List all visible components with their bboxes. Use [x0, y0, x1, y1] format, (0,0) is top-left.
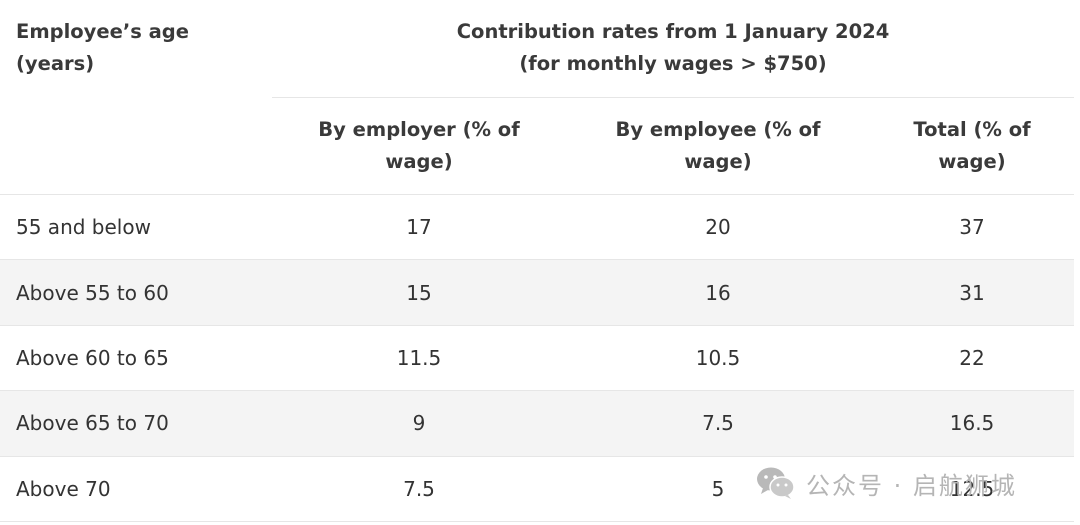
- watermark-text: 公众号 · 启航狮城: [806, 471, 1017, 500]
- header-by-employee-line1: By employee (% of: [615, 118, 821, 141]
- cell-total: 31: [959, 280, 985, 305]
- header-by-employee-line2: wage): [684, 150, 752, 173]
- cell-age: Above 65 to 70: [16, 411, 169, 436]
- table-body: 55 and below 17 20 37 Above 55 to 60 15 …: [0, 195, 1075, 522]
- cell-age: Above 60 to 65: [16, 345, 169, 370]
- header-total-line1: Total (% of: [913, 118, 1031, 141]
- cell-employer: 7.5: [403, 476, 435, 501]
- watermark: 公众号 · 启航狮城: [756, 463, 1017, 503]
- cell-employee: 16: [705, 280, 731, 305]
- cell-age: 55 and below: [16, 215, 151, 240]
- cell-age: Above 55 to 60: [16, 280, 169, 305]
- header-by-employer-line2: wage): [385, 150, 453, 173]
- header-age-unit: (years): [16, 52, 95, 75]
- header-contribution-rates: Contribution rates from 1 January 2024 (…: [272, 0, 1075, 98]
- table-header: Employee’s age (years) Contribution rate…: [0, 0, 1075, 195]
- cell-employee: 20: [705, 215, 731, 240]
- cell-employee: 5: [711, 476, 725, 501]
- table-row: Above 55 to 60 15 16 31: [0, 259, 1075, 326]
- header-total: Total (% of wage): [870, 97, 1075, 195]
- cell-employer: 15: [406, 280, 432, 305]
- cell-total: 16.5: [949, 411, 995, 436]
- cell-employer: 11.5: [396, 345, 442, 370]
- header-group-title: Contribution rates from 1 January 2024: [456, 20, 890, 43]
- header-by-employer-line1: By employer (% of: [318, 118, 520, 141]
- header-group-subtitle: (for monthly wages > $750): [519, 52, 827, 75]
- header-total-line2: wage): [938, 150, 1006, 173]
- cell-total: 12.5: [949, 476, 995, 501]
- cell-employee: 10.5: [695, 345, 741, 370]
- table-row: Above 65 to 70 9 7.5 16.5: [0, 390, 1075, 457]
- cell-total: 22: [959, 345, 985, 370]
- cell-total: 37: [959, 215, 985, 240]
- header-by-employee: By employee (% of wage): [566, 97, 870, 195]
- table-row: Above 70 7.5 5 12.5: [0, 456, 1075, 522]
- header-by-employer: By employer (% of wage): [272, 97, 566, 195]
- header-employee-age: Employee’s age (years): [0, 0, 272, 195]
- cell-employer: 17: [406, 215, 432, 240]
- header-age-label: Employee’s age: [16, 20, 189, 43]
- table-row: Above 60 to 65 11.5 10.5 22: [0, 325, 1075, 391]
- wechat-icon: [756, 466, 796, 500]
- cell-age: Above 70: [16, 476, 111, 501]
- table-row: 55 and below 17 20 37: [0, 195, 1075, 260]
- cell-employee: 7.5: [702, 411, 734, 436]
- cell-employer: 9: [412, 411, 426, 436]
